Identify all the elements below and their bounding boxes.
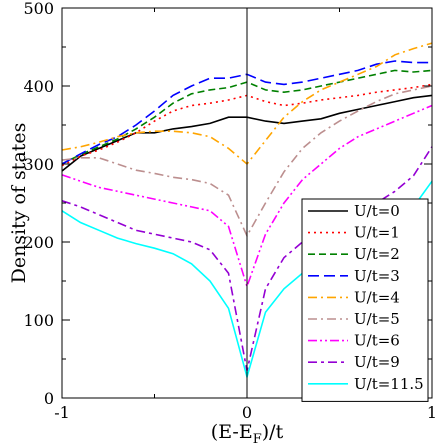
legend-label: U/t=5: [354, 310, 400, 328]
legend-label: U/t=6: [354, 332, 400, 350]
y-tick-label: 500: [23, 0, 54, 18]
y-tick-label: 100: [23, 311, 54, 330]
legend-label: U/t=0: [354, 202, 400, 220]
legend-label: U/t=1: [354, 224, 400, 242]
x-axis-label-subscript: F: [253, 432, 262, 445]
x-tick-label: 0: [242, 403, 252, 422]
legend-label: U/t=4: [354, 288, 400, 306]
legend-label: U/t=11.5: [354, 375, 424, 393]
legend-box: [301, 198, 429, 402]
legend-label: U/t=9: [354, 353, 400, 371]
x-axis-label-main: (E-E: [211, 421, 253, 443]
series-line-6: [61, 104, 433, 290]
legend-label: U/t=2: [354, 245, 400, 263]
y-tick-label: 300: [23, 155, 54, 174]
x-axis-label: (E-EF)/t: [211, 421, 284, 445]
x-axis-label-tail: )/t: [262, 421, 284, 443]
y-tick-label: 200: [23, 233, 54, 252]
x-tick-label: -1: [54, 403, 70, 422]
x-axis-ticks: -1 0 1: [54, 8, 436, 422]
legend: U/t=0 U/t=1 U/t=2 U/t=3 U/t=4 U/t=5 U/t=6 U/t=9…: [301, 198, 429, 402]
legend-label: U/t=3: [354, 267, 400, 285]
y-tick-label: 0: [44, 389, 54, 408]
y-tick-label: 400: [23, 77, 54, 96]
x-tick-label: 1: [427, 403, 436, 422]
y-axis-ticks: 0 100 200 300 400 500: [23, 0, 432, 408]
y-axis-label: Density of states: [8, 123, 30, 284]
